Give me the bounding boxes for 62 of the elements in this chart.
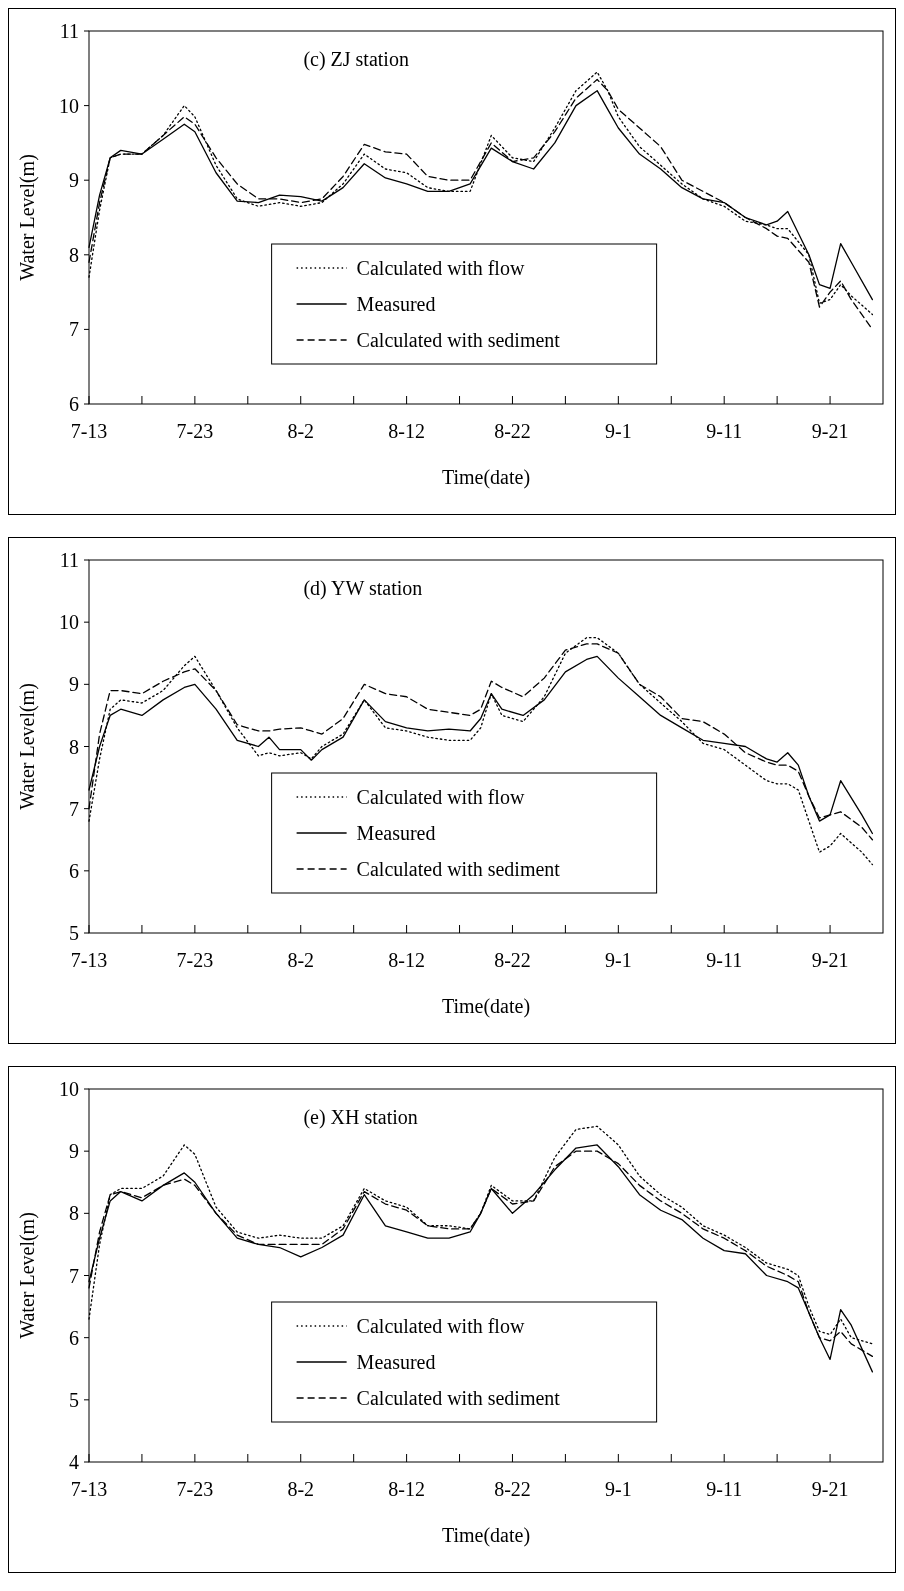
y-tick-label: 11	[59, 20, 79, 42]
x-tick-label: 7-23	[176, 949, 214, 971]
y-axis-title: Water Level(m)	[16, 1212, 39, 1339]
legend-label: Measured	[356, 293, 436, 315]
y-tick-label: 4	[69, 1451, 79, 1473]
x-tick-label: 9-1	[605, 949, 632, 971]
x-tick-label: 8-22	[494, 1478, 531, 1500]
y-tick-label: 9	[69, 1140, 79, 1163]
text: (d) YW station	[303, 577, 423, 600]
y-tick-label: 7	[69, 1264, 79, 1287]
legend-label: Measured	[356, 822, 436, 844]
x-tick-label: 8-22	[494, 420, 531, 442]
text: (c) ZJ station	[303, 48, 409, 71]
legend-label: Calculated with sediment	[356, 329, 561, 351]
x-tick-label: 8-2	[287, 420, 315, 442]
x-tick-label: 7-23	[176, 1478, 214, 1500]
x-tick-label: 9-11	[706, 420, 743, 442]
x-axis-title: Time(date)	[441, 1524, 531, 1547]
x-tick-label: 8-12	[388, 420, 425, 442]
y-tick-label: 5	[69, 1388, 79, 1411]
legend-label: Calculated with flow	[356, 257, 525, 279]
x-tick-label: 7-13	[70, 949, 108, 971]
y-tick-label: 11	[59, 549, 79, 571]
text: (e) XH station	[303, 1106, 418, 1129]
x-tick-label: 7-13	[70, 420, 108, 442]
y-tick-label: 8	[69, 735, 79, 758]
x-tick-label: 7-23	[176, 420, 214, 442]
x-tick-label: 9-21	[811, 1478, 849, 1500]
y-axis-title: Water Level(m)	[16, 683, 39, 810]
y-tick-label: 10	[59, 94, 79, 117]
y-tick-label: 10	[59, 611, 79, 634]
x-tick-label: 9-11	[706, 1478, 743, 1500]
legend-label: Calculated with sediment	[356, 1387, 561, 1409]
y-tick-label: 8	[69, 1202, 79, 1225]
legend-label: Calculated with sediment	[356, 858, 561, 880]
y-axis-title: Water Level(m)	[16, 154, 39, 281]
y-tick-label: 5	[69, 922, 79, 944]
x-tick-label: 8-2	[287, 949, 315, 971]
x-tick-label: 9-21	[811, 420, 849, 442]
legend-label: Calculated with flow	[356, 786, 525, 808]
y-tick-label: 9	[69, 169, 79, 192]
legend-label: Measured	[356, 1351, 436, 1373]
y-tick-label: 7	[69, 797, 79, 820]
x-tick-label: 8-2	[287, 1478, 315, 1500]
x-tick-label: 9-1	[605, 420, 632, 442]
y-tick-label: 8	[69, 243, 79, 266]
y-tick-label: 6	[69, 859, 79, 882]
x-tick-label: 7-13	[70, 1478, 108, 1500]
x-axis-title: Time(date)	[441, 466, 531, 489]
x-tick-label: 8-12	[388, 949, 425, 971]
x-tick-label: 8-12	[388, 1478, 425, 1500]
y-tick-label: 6	[69, 1326, 79, 1349]
x-tick-label: 9-11	[706, 949, 743, 971]
x-tick-label: 9-21	[811, 949, 849, 971]
y-tick-label: 6	[69, 393, 79, 415]
x-tick-label: 8-22	[494, 949, 531, 971]
y-tick-label: 7	[69, 318, 79, 341]
x-axis-title: Time(date)	[441, 995, 531, 1018]
legend-label: Calculated with flow	[356, 1315, 525, 1337]
y-tick-label: 9	[69, 673, 79, 696]
x-tick-label: 9-1	[605, 1478, 632, 1500]
y-tick-label: 10	[59, 1078, 79, 1100]
